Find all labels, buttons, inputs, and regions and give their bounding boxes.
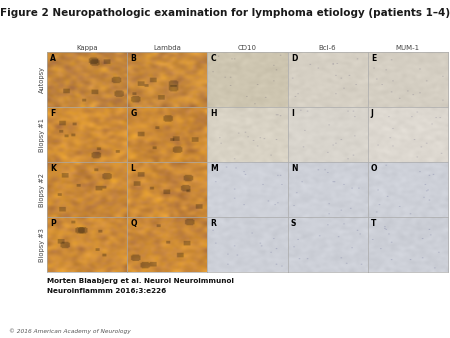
- Text: L: L: [130, 164, 135, 173]
- Text: Autopsy: Autopsy: [39, 66, 45, 93]
- Text: J: J: [371, 109, 374, 118]
- Text: K: K: [50, 164, 56, 173]
- Text: N: N: [291, 164, 297, 173]
- Text: Biopsy #1: Biopsy #1: [39, 118, 45, 152]
- Text: Figure 2 Neuropathologic examination for lymphoma etiology (patients 1–4): Figure 2 Neuropathologic examination for…: [0, 8, 450, 19]
- Text: Bcl-6: Bcl-6: [319, 45, 337, 51]
- Text: R: R: [211, 219, 216, 228]
- Text: Kappa: Kappa: [76, 45, 98, 51]
- Text: T: T: [371, 219, 376, 228]
- Text: Q: Q: [130, 219, 137, 228]
- Text: Neuroinflammm 2016;3:e226: Neuroinflammm 2016;3:e226: [47, 288, 166, 294]
- Text: © 2016 American Academy of Neurology: © 2016 American Academy of Neurology: [9, 328, 131, 334]
- Text: O: O: [371, 164, 378, 173]
- Text: E: E: [371, 54, 376, 63]
- Text: A: A: [50, 54, 56, 63]
- Text: D: D: [291, 54, 297, 63]
- Text: Biopsy #3: Biopsy #3: [39, 228, 45, 262]
- Text: G: G: [130, 109, 137, 118]
- Text: Biopsy #2: Biopsy #2: [39, 173, 45, 207]
- Text: S: S: [291, 219, 296, 228]
- Text: I: I: [291, 109, 294, 118]
- Text: C: C: [211, 54, 216, 63]
- Text: F: F: [50, 109, 56, 118]
- Text: H: H: [211, 109, 217, 118]
- Text: Lambda: Lambda: [153, 45, 181, 51]
- Text: M: M: [211, 164, 218, 173]
- Text: CD10: CD10: [238, 45, 257, 51]
- Text: Morten Blaabjerg et al. Neurol Neuroimmunol: Morten Blaabjerg et al. Neurol Neuroimmu…: [47, 278, 234, 284]
- Text: B: B: [130, 54, 136, 63]
- Text: MUM-1: MUM-1: [396, 45, 420, 51]
- Text: P: P: [50, 219, 56, 228]
